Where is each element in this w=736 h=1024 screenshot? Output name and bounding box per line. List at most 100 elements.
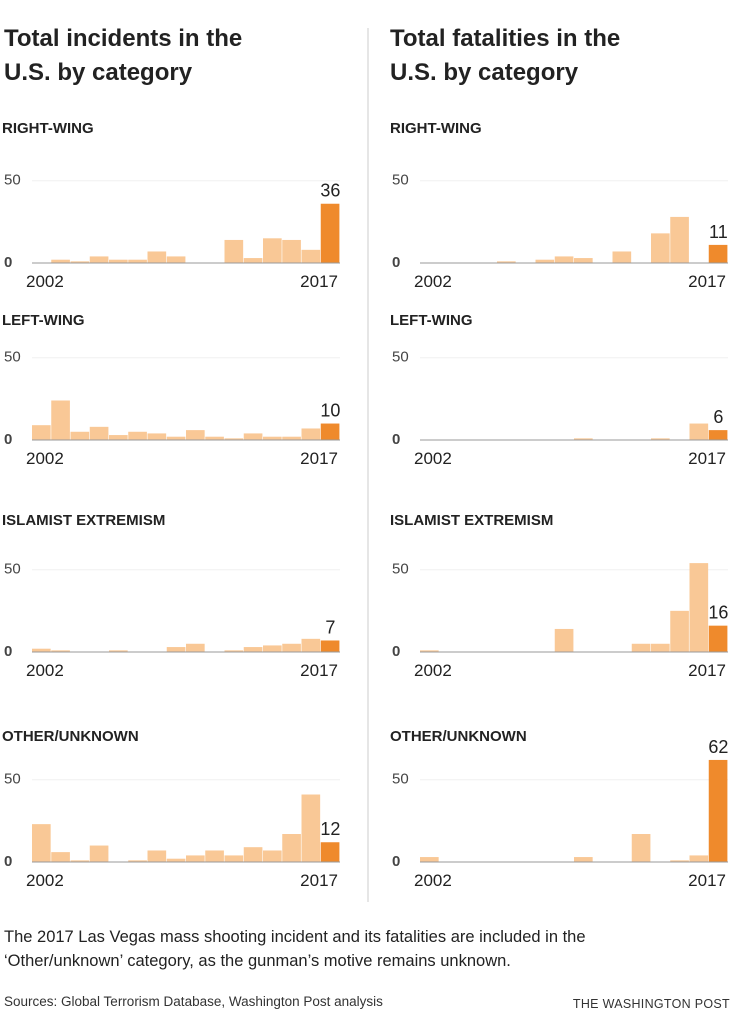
bar bbox=[243, 647, 263, 652]
bar bbox=[224, 438, 244, 440]
x-tick-label: 2017 bbox=[688, 661, 726, 680]
bar bbox=[263, 645, 282, 652]
bar bbox=[224, 855, 244, 862]
bar bbox=[51, 650, 70, 652]
x-tick-label: 2017 bbox=[300, 871, 338, 890]
bar bbox=[128, 860, 147, 862]
bar bbox=[631, 834, 651, 862]
x-tick-label: 2002 bbox=[414, 449, 452, 468]
chart-title: LEFT-WING bbox=[390, 312, 473, 329]
bar bbox=[282, 834, 301, 862]
bar bbox=[243, 433, 263, 440]
bar bbox=[243, 847, 263, 862]
bar bbox=[186, 430, 205, 440]
sources: Sources: Global Terrorism Database, Wash… bbox=[4, 994, 383, 1009]
value-label: 10 bbox=[320, 401, 340, 421]
bar bbox=[320, 842, 340, 862]
bar bbox=[651, 643, 670, 652]
y-tick-label: 50 bbox=[392, 771, 409, 788]
bar bbox=[166, 647, 186, 652]
bar bbox=[574, 258, 593, 263]
value-label: 36 bbox=[320, 181, 340, 201]
bar bbox=[554, 256, 574, 263]
x-tick-label: 2017 bbox=[300, 661, 338, 680]
bar bbox=[128, 431, 147, 440]
y-tick-label: 50 bbox=[4, 771, 21, 788]
bar bbox=[51, 852, 70, 862]
bar bbox=[689, 563, 709, 652]
y-tick-label: 50 bbox=[4, 561, 21, 578]
chart-title: RIGHT-WING bbox=[2, 120, 94, 137]
bar bbox=[243, 258, 263, 263]
x-tick-label: 2002 bbox=[26, 449, 64, 468]
y-tick-label: 50 bbox=[4, 172, 21, 189]
column-title: U.S. by category bbox=[390, 59, 579, 86]
y-tick-label: 0 bbox=[4, 853, 12, 870]
bar bbox=[320, 640, 340, 652]
value-label: 6 bbox=[713, 407, 723, 427]
bar bbox=[689, 423, 709, 440]
bar bbox=[263, 436, 282, 440]
bar bbox=[651, 438, 670, 440]
credit: THE WASHINGTON POST bbox=[573, 997, 730, 1011]
x-tick-label: 2017 bbox=[688, 449, 726, 468]
x-tick-label: 2002 bbox=[26, 272, 64, 291]
x-tick-label: 2002 bbox=[414, 661, 452, 680]
bar bbox=[420, 650, 439, 652]
bar bbox=[32, 425, 51, 440]
bar bbox=[32, 824, 51, 862]
bar bbox=[224, 650, 244, 652]
bar bbox=[651, 233, 670, 263]
bar bbox=[205, 436, 224, 440]
bar bbox=[109, 650, 128, 652]
footnote: ‘Other/unknown’ category, as the gunman’… bbox=[4, 952, 511, 970]
value-label: 7 bbox=[325, 617, 335, 637]
y-tick-label: 0 bbox=[392, 431, 400, 448]
bar bbox=[263, 850, 282, 862]
value-label: 16 bbox=[708, 603, 728, 623]
bar bbox=[282, 643, 301, 652]
y-tick-label: 0 bbox=[392, 853, 400, 870]
bar bbox=[535, 259, 555, 263]
bar bbox=[320, 203, 340, 263]
bar bbox=[51, 259, 70, 263]
bar bbox=[612, 251, 632, 263]
bar bbox=[186, 643, 205, 652]
x-tick-label: 2002 bbox=[26, 661, 64, 680]
bar bbox=[89, 845, 109, 862]
y-tick-label: 0 bbox=[392, 643, 400, 660]
y-tick-label: 0 bbox=[4, 431, 12, 448]
y-tick-label: 50 bbox=[392, 172, 409, 189]
chart-title: LEFT-WING bbox=[2, 312, 85, 329]
bar bbox=[32, 648, 51, 652]
y-tick-label: 0 bbox=[392, 254, 400, 271]
bar bbox=[186, 855, 205, 862]
bar bbox=[51, 400, 70, 440]
bar bbox=[109, 259, 128, 263]
y-tick-label: 50 bbox=[392, 349, 409, 366]
bar bbox=[166, 436, 186, 440]
y-tick-label: 0 bbox=[4, 254, 12, 271]
bar bbox=[282, 239, 301, 263]
column-title: Total incidents in the bbox=[4, 25, 242, 52]
bar bbox=[670, 216, 689, 263]
y-tick-label: 50 bbox=[4, 349, 21, 366]
value-label: 62 bbox=[708, 737, 728, 757]
value-label: 11 bbox=[709, 222, 728, 242]
bar bbox=[670, 610, 689, 652]
bar bbox=[301, 428, 321, 440]
bar bbox=[147, 850, 167, 862]
column-title: Total fatalities in the bbox=[390, 25, 620, 52]
bar bbox=[263, 238, 282, 263]
x-tick-label: 2002 bbox=[414, 871, 452, 890]
column-title: U.S. by category bbox=[4, 59, 193, 86]
bar bbox=[301, 794, 321, 862]
bar bbox=[89, 256, 109, 263]
bar bbox=[70, 261, 90, 263]
bar bbox=[301, 249, 321, 263]
bar bbox=[166, 858, 186, 862]
bar bbox=[574, 857, 593, 862]
bar bbox=[89, 426, 109, 440]
bar bbox=[708, 244, 728, 263]
